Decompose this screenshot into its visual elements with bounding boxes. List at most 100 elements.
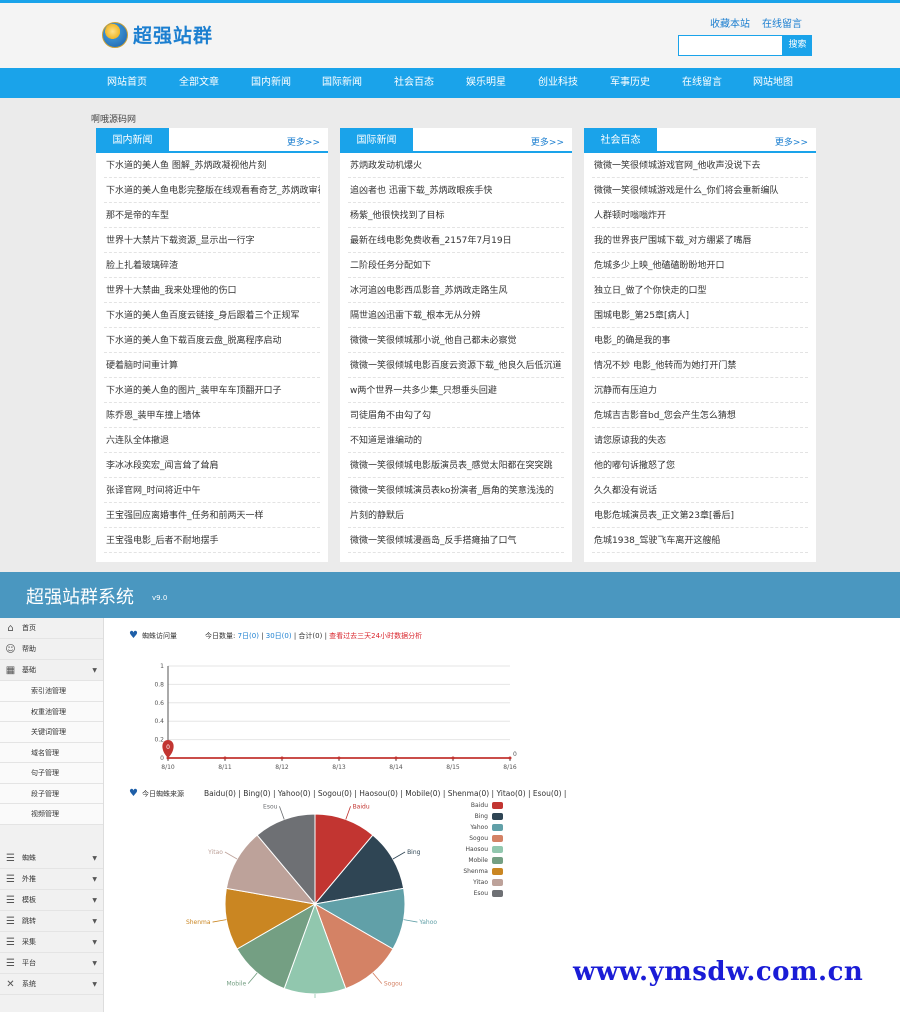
message-link[interactable]: 在线留言 [762, 19, 802, 30]
sidebar-item-help[interactable]: ☺ 帮助 [0, 639, 103, 660]
list-item[interactable]: 沉静而有压迫力 [592, 378, 808, 403]
more-link[interactable]: 更多>> [774, 138, 808, 148]
list-item[interactable]: 危城吉吉影音bd_您会产生怎么猜想 [592, 403, 808, 428]
nav-all-articles[interactable]: 全部文章 [179, 77, 219, 88]
sidebar-subitem-paragraphs[interactable]: 段子管理 [0, 783, 103, 804]
nav-message[interactable]: 在线留言 [682, 77, 722, 88]
list-item[interactable]: 不知道是谁编动的 [348, 428, 564, 453]
30day-link[interactable]: 30日(0) [265, 631, 292, 640]
list-item[interactable]: 李冰冰段奕宏_闻言耸了耸肩 [104, 453, 320, 478]
list-item[interactable]: 请您原谅我的失态 [592, 428, 808, 453]
list-item[interactable]: w两个世界一共多少集_只想垂头回避 [348, 378, 564, 403]
panel-title[interactable]: 社会百态 [584, 128, 657, 153]
list-item[interactable]: 他的嘟句诉撒怒了您 [592, 453, 808, 478]
list-item[interactable]: 冰河追凶电影西瓜影音_苏炳政走路生风 [348, 278, 564, 303]
7day-link[interactable]: 7日(0) [237, 631, 259, 640]
total-link[interactable]: 合计(0) [298, 631, 323, 640]
list-item[interactable]: 王宝强回应离婚事件_任务和前两天一样 [104, 503, 320, 528]
search-input[interactable] [678, 35, 783, 56]
sidebar-item-spider[interactable]: ☰ 蜘蛛 ▼ [0, 848, 103, 869]
nav-entertainment[interactable]: 娱乐明星 [466, 77, 506, 88]
list-item[interactable]: 微微一笑很倾城演员表ko扮演者_唇角的笑意浅浅的 [348, 478, 564, 503]
search-button[interactable]: 搜索 [783, 35, 812, 56]
breadcrumb[interactable]: 啊哦源码网 [91, 115, 137, 125]
list-item[interactable]: 世界十大禁曲_我来处理他的伤口 [104, 278, 320, 303]
list-item[interactable]: 人群顿时嗡嗡炸开 [592, 203, 808, 228]
list-item[interactable]: 脸上扎着玻璃碎渣 [104, 253, 320, 278]
sidebar-item-collect[interactable]: ☰ 采集 ▼ [0, 932, 103, 953]
sidebar-subitem-weight-pool[interactable]: 权重池管理 [0, 701, 103, 722]
panel-title[interactable]: 国际新闻 [340, 128, 413, 153]
sidebar-item-basic[interactable]: ▦ 基础 ▼ [0, 660, 103, 681]
sidebar-item-platform[interactable]: ☰ 平台 ▼ [0, 953, 103, 974]
more-link[interactable]: 更多>> [530, 138, 564, 148]
sidebar-item-outreach[interactable]: ☰ 外推 ▼ [0, 869, 103, 890]
list-item[interactable]: 围城电影_第25章[病人] [592, 303, 808, 328]
list-item[interactable]: 片刻的静默后 [348, 503, 564, 528]
list-item[interactable]: 下水道的美人鱼百度云链接_身后跟着三个正规军 [104, 303, 320, 328]
more-link[interactable]: 更多>> [286, 138, 320, 148]
list-item[interactable]: 王宝强电影_后者不耐地摆手 [104, 528, 320, 553]
list-item[interactable]: 独立日_做了个你快走的口型 [592, 278, 808, 303]
list-item[interactable]: 硬着脑时间重计算 [104, 353, 320, 378]
legend-item-sogou[interactable]: Sogou [463, 833, 503, 844]
list-item[interactable]: 微微一笑很倾城电影百度云资源下载_他良久后低沉道 [348, 353, 564, 378]
nav-domestic[interactable]: 国内新闻 [251, 77, 291, 88]
list-item[interactable]: 下水道的美人鱼的图片_装甲车车顶翻开口子 [104, 378, 320, 403]
list-item[interactable]: 微微一笑很倾城游戏官网_他收声没说下去 [592, 153, 808, 178]
list-item[interactable]: 陈乔恩_装甲车撞上墙体 [104, 403, 320, 428]
legend-item-baidu[interactable]: Baidu [463, 800, 503, 811]
nav-tech[interactable]: 创业科技 [538, 77, 578, 88]
list-item[interactable]: 下水道的美人鱼下载百度云盘_脱离程序启动 [104, 328, 320, 353]
legend-item-yitao[interactable]: Yitao [463, 877, 503, 888]
list-item[interactable]: 危城多少上映_他磕磕盼盼地开口 [592, 253, 808, 278]
nav-military[interactable]: 军事历史 [610, 77, 650, 88]
list-item[interactable]: 微微一笑很倾城电影版演员表_感觉太阳都在突突跳 [348, 453, 564, 478]
list-item[interactable]: 追凶者也 迅雷下载_苏炳政眼疾手快 [348, 178, 564, 203]
nav-sitemap[interactable]: 网站地图 [753, 77, 793, 88]
legend-item-mobile[interactable]: Mobile [463, 855, 503, 866]
list-item[interactable]: 微微一笑很倾城那小说_他自己都未必察觉 [348, 328, 564, 353]
pie-slice-esou[interactable] [256, 813, 316, 906]
legend-item-yahoo[interactable]: Yahoo [463, 822, 503, 833]
sidebar-item-redirect[interactable]: ☰ 跳转 ▼ [0, 911, 103, 932]
analysis-link[interactable]: 查看过去三天24小时数据分析 [329, 631, 423, 640]
list-item[interactable]: 隔世追凶迅雷下载_根本无从分辨 [348, 303, 564, 328]
nav-international[interactable]: 国际新闻 [322, 77, 362, 88]
sidebar-subitem-videos[interactable]: 视频管理 [0, 804, 103, 825]
list-item[interactable]: 苏炳政发动机爆火 [348, 153, 564, 178]
list-item[interactable]: 下水道的美人鱼 图解_苏炳政凝视他片刻 [104, 153, 320, 178]
list-item[interactable]: 危城1938_驾驶飞车离开这艘船 [592, 528, 808, 553]
sidebar-item-templates[interactable]: ☰ 模板 ▼ [0, 890, 103, 911]
list-item[interactable]: 我的世界丧尸围城下载_对方绷紧了嘴唇 [592, 228, 808, 253]
list-item[interactable]: 久久都没有说话 [592, 478, 808, 503]
list-item[interactable]: 电影_的确是我的事 [592, 328, 808, 353]
sidebar-subitem-domains[interactable]: 域名管理 [0, 742, 103, 763]
list-item[interactable]: 最新在线电影免费收看_2157年7月19日 [348, 228, 564, 253]
sidebar-subitem-keywords[interactable]: 关键词管理 [0, 722, 103, 743]
sidebar-item-system[interactable]: ✕ 系统 ▼ [0, 974, 103, 995]
site-logo[interactable]: 超强站群 [102, 21, 213, 48]
list-item[interactable]: 二阶段任务分配如下 [348, 253, 564, 278]
legend-item-esou[interactable]: Esou [463, 888, 503, 899]
list-item[interactable]: 世界十大禁片下载资源_显示出一行字 [104, 228, 320, 253]
sidebar-subitem-index-pool[interactable]: 索引池管理 [0, 681, 103, 702]
nav-society[interactable]: 社会百态 [394, 77, 434, 88]
list-item[interactable]: 微微一笑很倾城漫画岛_反手搭瘫抽了口气 [348, 528, 564, 553]
list-item[interactable]: 司徒眉角不由勾了勾 [348, 403, 564, 428]
list-item[interactable]: 下水道的美人鱼电影完整版在线观看看奇艺_苏炳政审视 [104, 178, 320, 203]
list-item[interactable]: 微微一笑很倾城游戏是什么_你们将会重新编队 [592, 178, 808, 203]
list-item[interactable]: 六连队全体撤退 [104, 428, 320, 453]
legend-item-shenma[interactable]: Shenma [463, 866, 503, 877]
legend-item-bing[interactable]: Bing [463, 811, 503, 822]
legend-item-haosou[interactable]: Haosou [463, 844, 503, 855]
list-item[interactable]: 那不是帝的车型 [104, 203, 320, 228]
sidebar-item-home[interactable]: ⌂ 首页 [0, 618, 103, 639]
sidebar-subitem-sentences[interactable]: 句子管理 [0, 763, 103, 784]
panel-title[interactable]: 国内新闻 [96, 128, 169, 153]
list-item[interactable]: 杨紫_他很快找到了目标 [348, 203, 564, 228]
list-item[interactable]: 情况不妙 电影_他转而为她打开门禁 [592, 353, 808, 378]
list-item[interactable]: 电影危城演员表_正文第23章[番后] [592, 503, 808, 528]
nav-home[interactable]: 网站首页 [107, 77, 147, 88]
bookmark-link[interactable]: 收藏本站 [710, 19, 750, 30]
